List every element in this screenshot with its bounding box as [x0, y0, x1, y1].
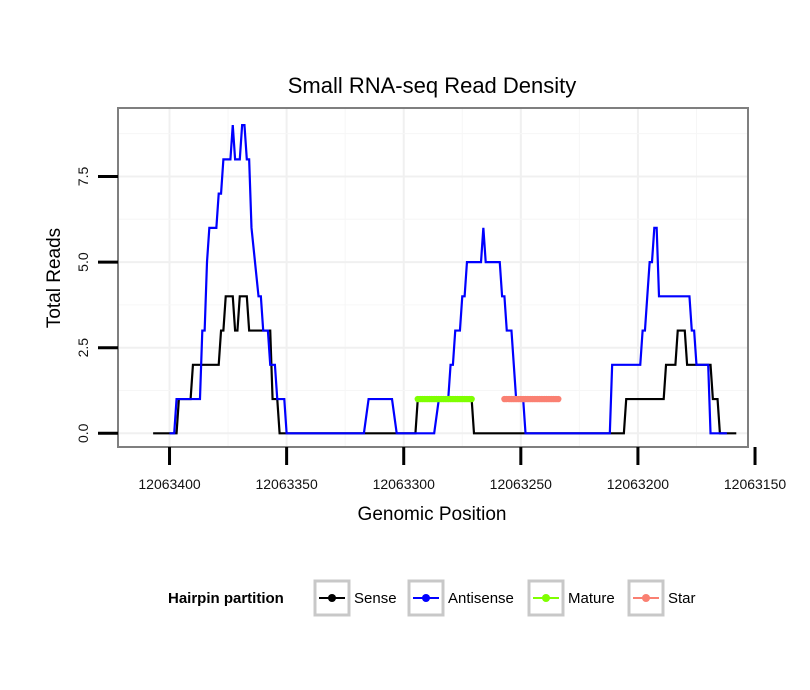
x-tick-label: 12063350 [255, 476, 318, 492]
legend-item-antisense: Antisense [407, 579, 514, 617]
x-tick-label: 12063400 [138, 476, 201, 492]
legend-label-star: Star [668, 590, 696, 607]
series-point-mature [468, 395, 475, 403]
legend-title: Hairpin partition [168, 590, 284, 607]
chart-title: Small RNA-seq Read Density [288, 73, 577, 98]
y-axis-title: Total Reads [44, 228, 65, 328]
legend-key-point [328, 594, 336, 602]
y-tick-label: 2.5 [75, 338, 91, 358]
x-tick-label: 12063300 [373, 476, 436, 492]
legend-key-point [542, 594, 550, 602]
legend-item-mature: Mature [527, 579, 615, 617]
x-tick-label: 12063250 [490, 476, 553, 492]
y-tick-label: 7.5 [75, 167, 91, 187]
legend-label-antisense: Antisense [448, 590, 514, 607]
series-lines [153, 124, 737, 435]
legend-key-point [422, 594, 430, 602]
legend: Hairpin partition Sense Antisense Mature St… [168, 579, 696, 617]
x-tick-label: 12063150 [724, 476, 787, 492]
legend-label-sense: Sense [354, 590, 397, 607]
legend-key-point [642, 594, 650, 602]
plot-border [117, 107, 749, 448]
series-point-star [555, 395, 562, 403]
x-axis: 12063400 12063350 12063300 12063250 12063200… [138, 447, 786, 492]
y-tick-label: 5.0 [75, 252, 91, 272]
legend-label-mature: Mature [568, 590, 615, 607]
x-tick-label: 12063200 [607, 476, 670, 492]
y-tick-label: 0.0 [75, 423, 91, 443]
x-axis-title: Genomic Position [358, 504, 507, 525]
legend-item-sense: Sense [313, 579, 397, 617]
legend-item-star: Star [627, 579, 696, 617]
y-axis: 0.0 2.5 5.0 7.5 [75, 167, 118, 443]
